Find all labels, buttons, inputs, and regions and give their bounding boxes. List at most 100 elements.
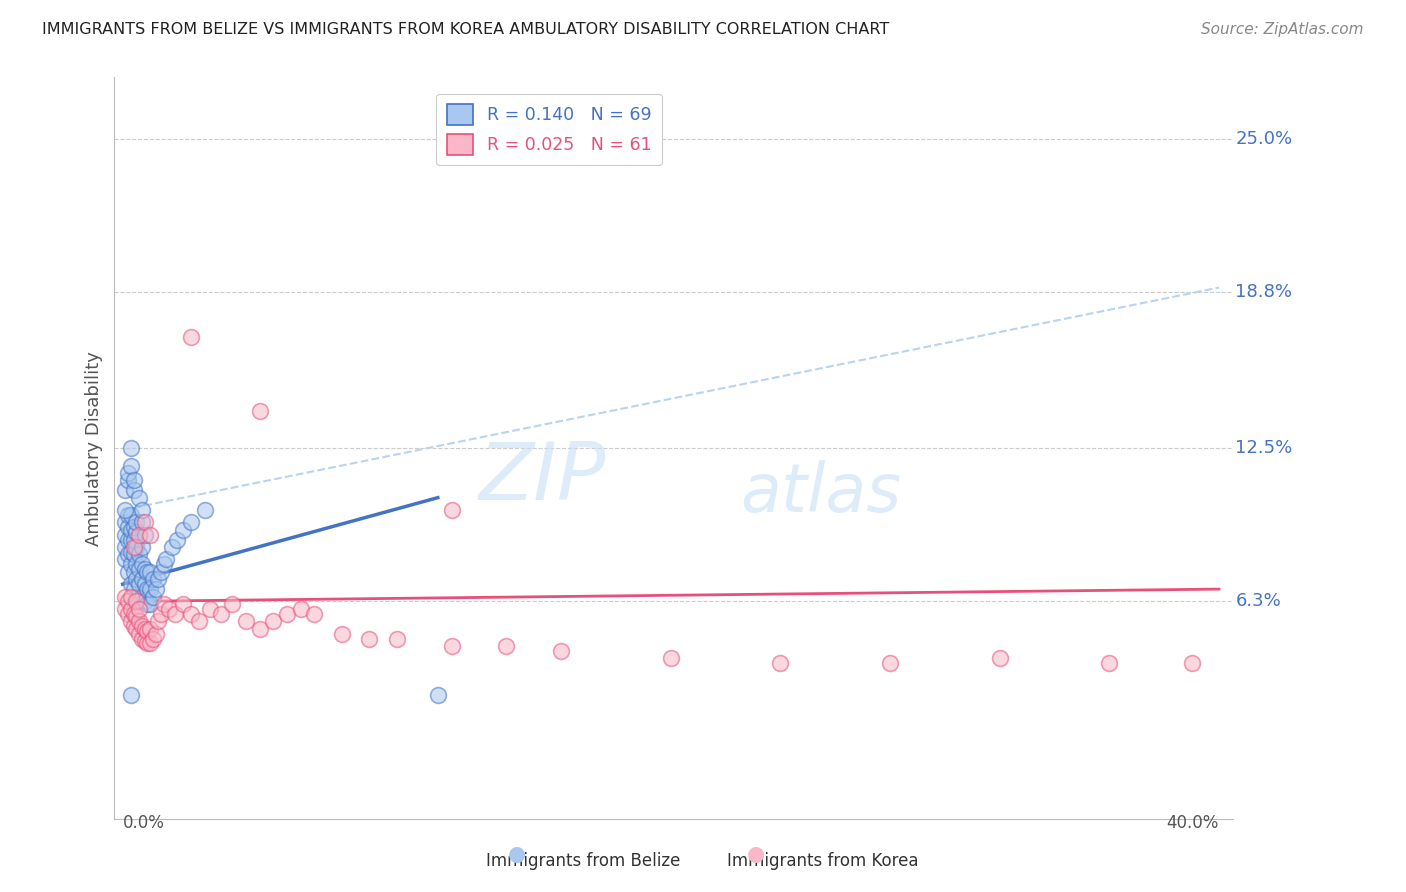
Point	[117, 508, 139, 522]
Point	[120, 614, 142, 628]
Point	[139, 527, 162, 541]
Point	[249, 622, 271, 636]
Text: Immigrants from Belize: Immigrants from Belize	[486, 852, 681, 870]
Point	[160, 540, 183, 554]
Point	[180, 607, 202, 621]
Point	[117, 533, 139, 547]
Point	[128, 594, 150, 608]
Point	[114, 552, 136, 566]
Point	[235, 614, 257, 628]
Point	[125, 594, 148, 608]
Point	[114, 516, 136, 530]
Point	[136, 636, 159, 650]
Point	[659, 651, 682, 665]
Text: ●: ●	[748, 845, 765, 864]
Text: 40.0%: 40.0%	[1167, 814, 1219, 832]
Point	[304, 607, 326, 621]
Point	[330, 626, 353, 640]
Point	[120, 458, 142, 473]
Point	[125, 525, 148, 540]
Point	[128, 602, 150, 616]
Point	[385, 632, 408, 646]
Point	[148, 572, 170, 586]
Point	[136, 565, 159, 579]
Point	[172, 597, 194, 611]
Point	[117, 548, 139, 562]
Point	[128, 527, 150, 541]
Point	[134, 594, 156, 608]
Point	[134, 577, 156, 591]
Point	[879, 657, 901, 671]
Point	[125, 572, 148, 586]
Point	[131, 503, 153, 517]
Point	[117, 607, 139, 621]
Point	[125, 558, 148, 572]
Text: 6.3%: 6.3%	[1236, 592, 1281, 610]
Text: 18.8%: 18.8%	[1236, 284, 1292, 301]
Point	[134, 622, 156, 636]
Point	[128, 614, 150, 628]
Point	[131, 540, 153, 554]
Point	[122, 548, 145, 562]
Point	[117, 466, 139, 480]
Point	[134, 527, 156, 541]
Point	[120, 689, 142, 703]
Point	[180, 330, 202, 344]
Point	[120, 577, 142, 591]
Point	[495, 639, 517, 653]
Point	[120, 523, 142, 537]
Point	[988, 651, 1011, 665]
Point	[125, 609, 148, 624]
Point	[122, 520, 145, 534]
Point	[194, 503, 217, 517]
Point	[131, 572, 153, 586]
Point	[157, 602, 180, 616]
Point	[131, 632, 153, 646]
Point	[152, 597, 174, 611]
Point	[440, 503, 463, 517]
Point	[131, 590, 153, 604]
Legend: R = 0.140   N = 69, R = 0.025   N = 61: R = 0.140 N = 69, R = 0.025 N = 61	[436, 94, 662, 165]
Point	[125, 590, 148, 604]
Text: ZIP: ZIP	[479, 439, 606, 516]
Text: Source: ZipAtlas.com: Source: ZipAtlas.com	[1201, 22, 1364, 37]
Point	[769, 657, 792, 671]
Point	[114, 527, 136, 541]
Point	[1098, 657, 1121, 671]
Point	[249, 404, 271, 418]
Point	[114, 590, 136, 604]
Point	[122, 565, 145, 579]
Point	[120, 602, 142, 616]
Point	[114, 540, 136, 554]
Point	[120, 508, 142, 522]
Point	[125, 516, 148, 530]
Point	[262, 614, 284, 628]
Text: 12.5%: 12.5%	[1236, 439, 1292, 458]
Point	[188, 614, 211, 628]
Point	[180, 516, 202, 530]
Point	[117, 565, 139, 579]
Point	[209, 607, 232, 621]
Point	[221, 597, 243, 611]
Point	[155, 552, 177, 566]
Point	[131, 558, 153, 572]
Point	[166, 533, 188, 547]
Point	[134, 634, 156, 648]
Point	[142, 572, 165, 586]
Point	[152, 558, 174, 572]
Point	[136, 582, 159, 596]
Text: IMMIGRANTS FROM BELIZE VS IMMIGRANTS FROM KOREA AMBULATORY DISABILITY CORRELATIO: IMMIGRANTS FROM BELIZE VS IMMIGRANTS FRO…	[42, 22, 890, 37]
Y-axis label: Ambulatory Disability: Ambulatory Disability	[86, 351, 103, 546]
Point	[145, 626, 167, 640]
Point	[117, 520, 139, 534]
Point	[122, 582, 145, 596]
Point	[120, 533, 142, 547]
Point	[117, 474, 139, 488]
Point	[125, 540, 148, 554]
Point	[122, 540, 145, 554]
Point	[131, 516, 153, 530]
Point	[148, 614, 170, 628]
Point	[136, 597, 159, 611]
Point	[122, 474, 145, 488]
Point	[145, 582, 167, 596]
